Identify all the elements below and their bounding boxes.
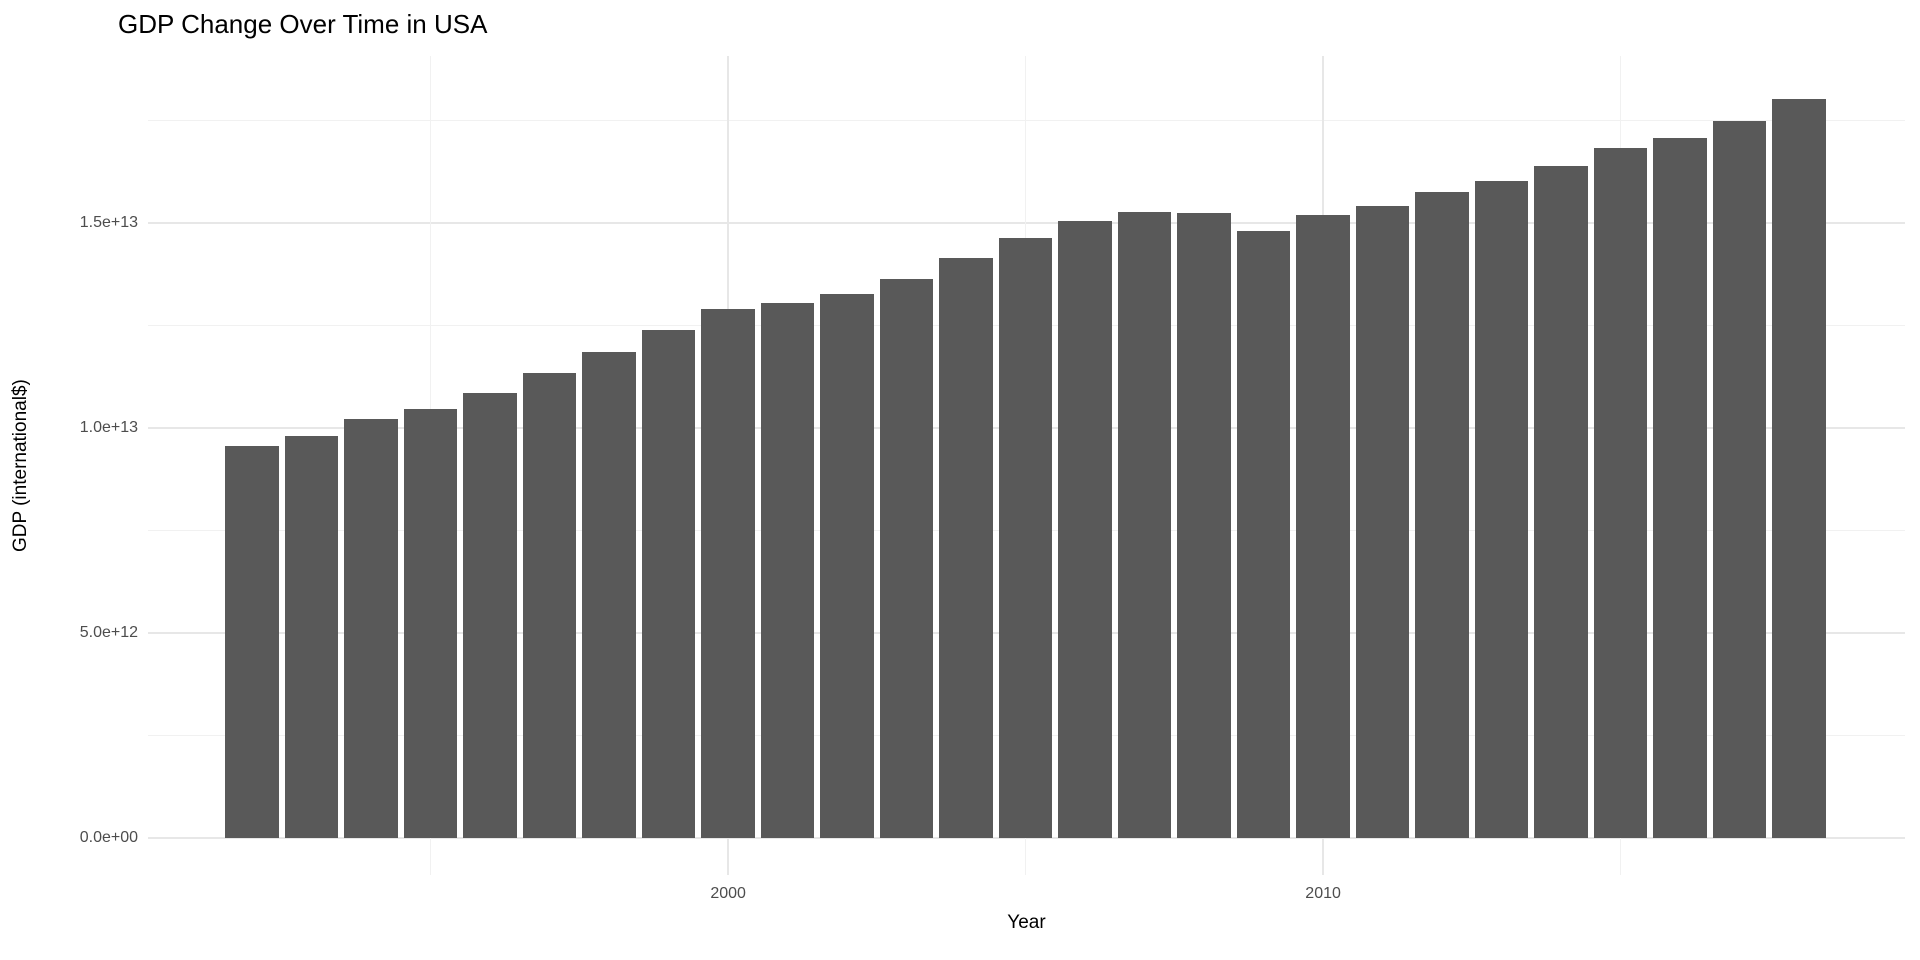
bar-2000 (701, 309, 755, 839)
bar-2018 (1772, 99, 1826, 839)
y-tick-label: 0.0e+00 (79, 829, 138, 847)
bar-1997 (522, 373, 577, 839)
bar-2017 (1712, 120, 1767, 839)
x-tick-label: 2000 (710, 885, 746, 902)
x-axis-title: Year (1007, 912, 1046, 933)
bar-2015 (1593, 147, 1648, 839)
bar-2004 (939, 257, 993, 839)
bar-2011 (1355, 206, 1410, 839)
y-tick-label: 1.0e+13 (79, 418, 138, 436)
bar-2014 (1534, 165, 1588, 839)
bar-2008 (1177, 213, 1231, 839)
bar-2013 (1474, 181, 1529, 839)
bar-2016 (1653, 138, 1707, 839)
bar-1994 (344, 418, 398, 839)
y-minor-gridline (148, 119, 1905, 121)
y-axis-title: GDP (international$) (10, 379, 31, 552)
y-major-gridline (148, 221, 1905, 224)
bar-2001 (760, 302, 815, 839)
chart-title: GDP Change Over Time in USA (118, 9, 488, 39)
bar-2010 (1296, 215, 1350, 839)
bar-1992 (225, 446, 279, 839)
bar-2002 (820, 293, 874, 839)
bar-2007 (1117, 211, 1172, 839)
bar-2009 (1236, 231, 1291, 839)
y-tick-label: 1.5e+13 (79, 213, 138, 231)
x-tick-label: 2010 (1305, 885, 1341, 902)
bar-1999 (641, 329, 696, 839)
bar-2012 (1415, 191, 1469, 839)
plot-panel (148, 56, 1905, 875)
bar-2006 (1058, 220, 1112, 839)
y-tick-label: 5.0e+12 (79, 624, 138, 642)
bar-2003 (879, 279, 934, 839)
bar-1993 (284, 435, 339, 839)
bar-1998 (582, 352, 636, 839)
bar-1995 (403, 409, 458, 839)
bar-2005 (998, 238, 1053, 839)
y-major-gridline (148, 837, 1905, 840)
bar-1996 (463, 393, 517, 839)
